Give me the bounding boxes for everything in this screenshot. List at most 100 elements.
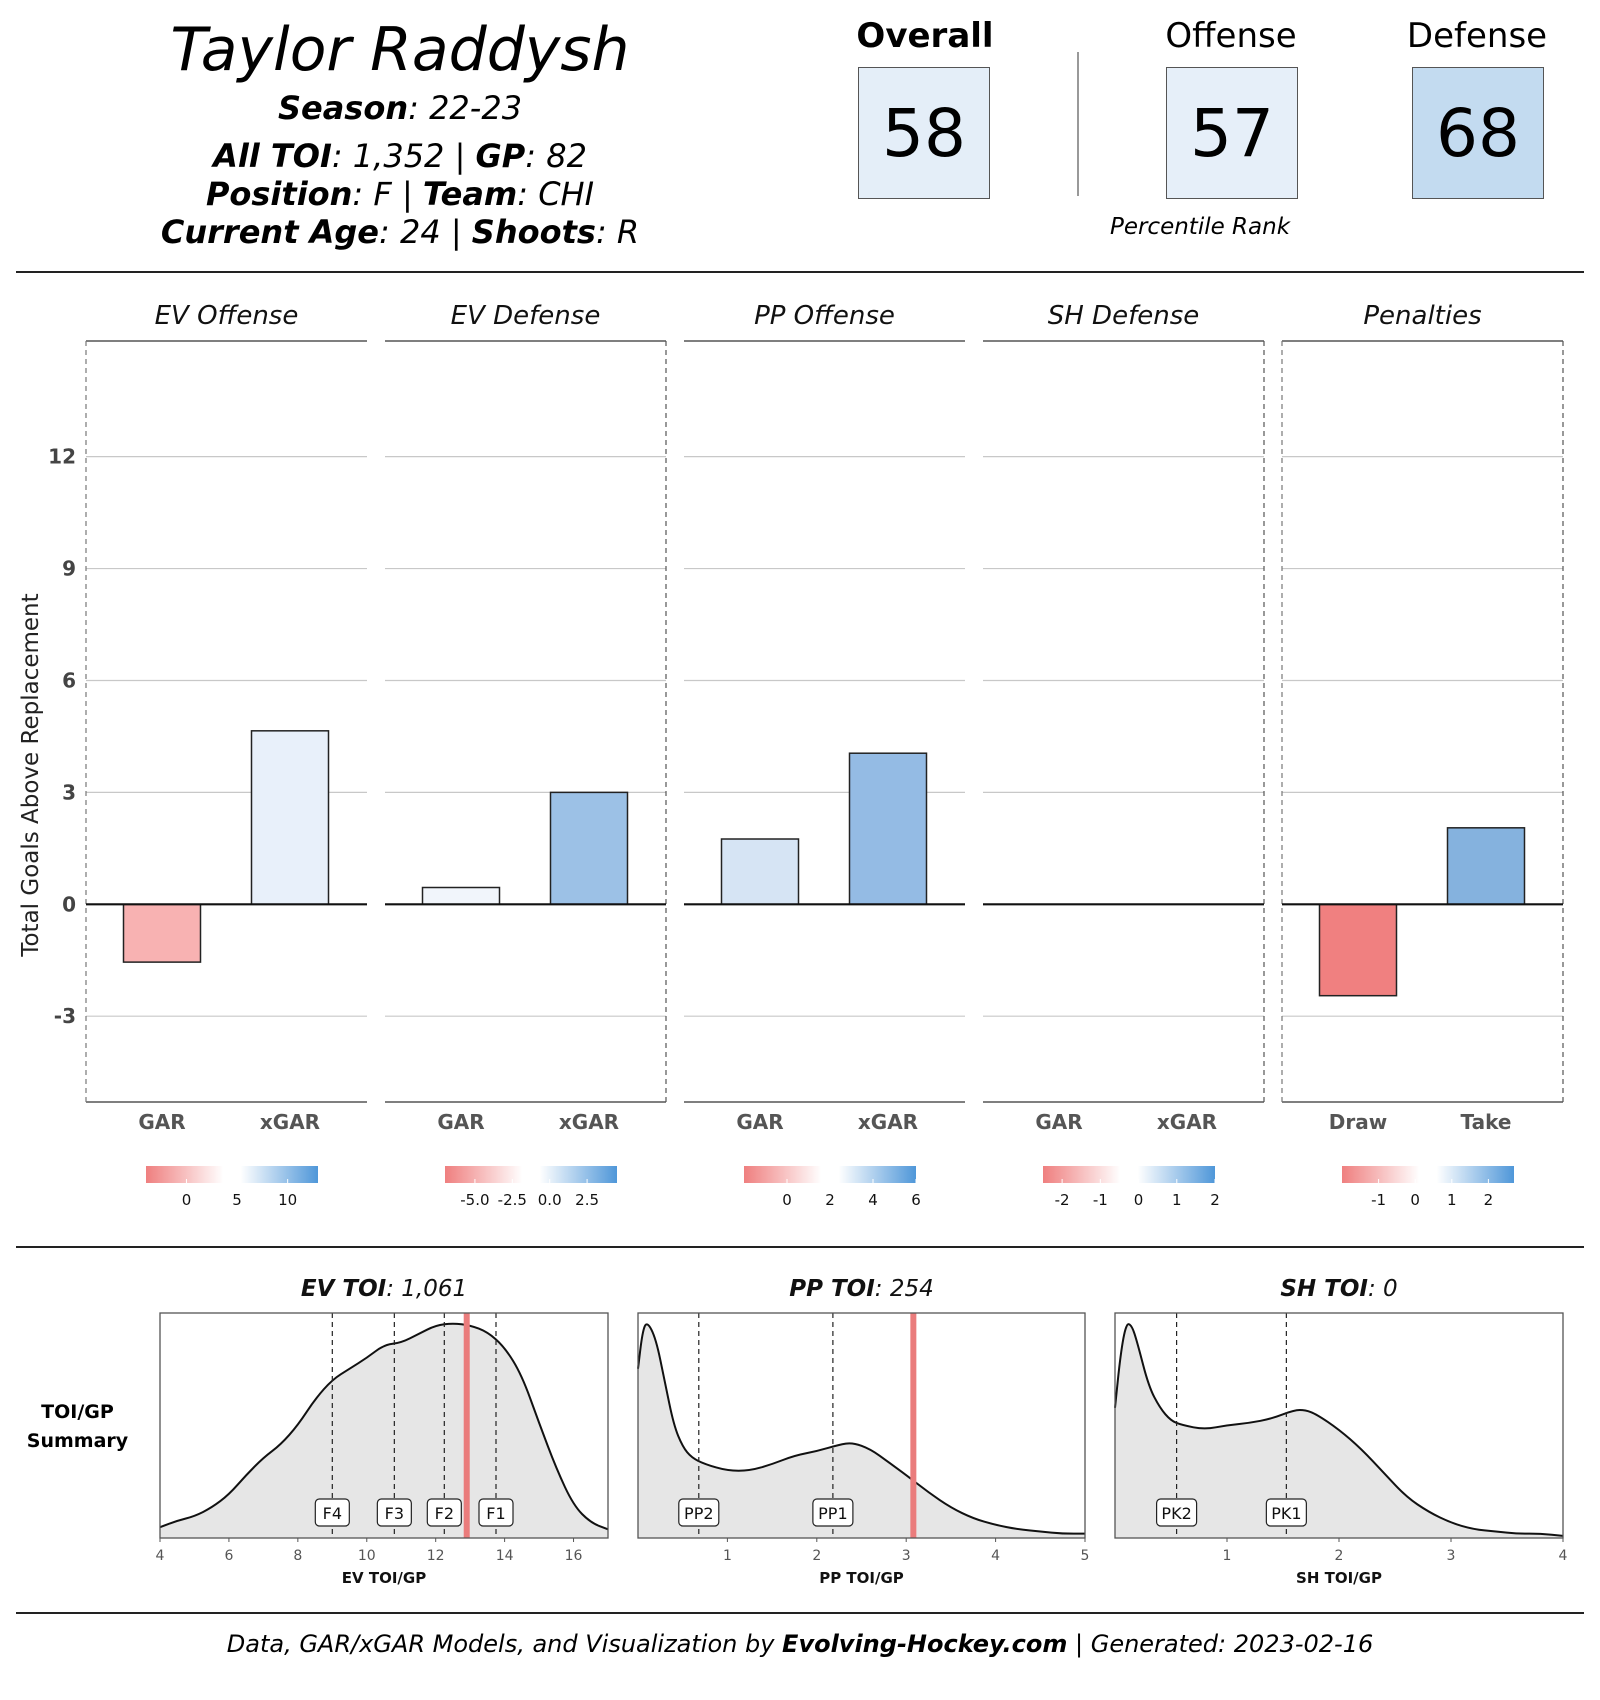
panel-ev-defense: EV Defense GAR xGAR -5.0 -2.5 0.0 2.5 xyxy=(385,301,667,1209)
x-tick-label: 1 xyxy=(1223,1548,1232,1564)
position-value: F xyxy=(373,175,392,213)
x-tick-label: 3 xyxy=(902,1548,911,1564)
bar-gar xyxy=(421,886,501,906)
label-box-f4 xyxy=(314,1498,350,1527)
toi-gp-line: All TOI: 1,352 | GP: 82 xyxy=(213,137,587,175)
legend-tick-label: 0 xyxy=(1134,1191,1144,1209)
age-value: 24 xyxy=(399,213,441,251)
panel-penalties: Penalties Draw Take -1 0 1 2 xyxy=(1281,301,1564,1209)
toi-panel-frame xyxy=(159,1312,609,1539)
toi-panel-ev-toi: EV TOI: 1,061 F4 F3 F2 F1 4 6 8 10 12 14 16 EV TOI/G… xyxy=(156,1276,609,1587)
y-axis-label: Total Goals Above Replacement xyxy=(18,593,44,957)
bar-gar xyxy=(720,838,800,906)
x-tick-label: 6 xyxy=(224,1548,233,1564)
offense-title: Offense xyxy=(1165,16,1297,56)
offense-rank-box: 57 xyxy=(1166,67,1298,199)
x-tick-label: 2 xyxy=(1335,1548,1344,1564)
x-axis-label: EV TOI/GP xyxy=(342,1569,426,1587)
gp-label: GP xyxy=(475,137,526,175)
label-f3: F3 xyxy=(385,1504,404,1523)
x-tick-label: 8 xyxy=(293,1548,302,1564)
footer-divider xyxy=(16,1612,1584,1614)
legend-tick-label: 2.5 xyxy=(575,1191,599,1209)
y-axis-ticks: -3 0 3 6 9 12 xyxy=(48,445,76,1029)
legend-colorbar xyxy=(744,1166,916,1183)
legend-colorbar xyxy=(445,1166,617,1183)
toi-title-label: PP TOI xyxy=(789,1276,875,1302)
legend-tick-label: -2.5 xyxy=(498,1191,527,1209)
footer-credit: Data, GAR/xGAR Models, and Visualization… xyxy=(0,1630,1600,1658)
x-tick-label: 10 xyxy=(358,1548,376,1564)
panel-ev-offense: EV Offense GAR xGAR 0 5 10 xyxy=(85,301,367,1209)
x-tick-label: 1 xyxy=(723,1548,732,1564)
x-tick-gar: GAR xyxy=(437,1110,484,1134)
mid-divider xyxy=(16,1246,1584,1248)
toi-title-label: SH TOI xyxy=(1280,1276,1368,1302)
all-toi-value: 1,352 xyxy=(352,137,445,175)
label-box-f1 xyxy=(478,1498,514,1527)
toi-panel-title: PP TOI: 254 xyxy=(789,1276,934,1302)
toi-summary-label: TOI/GP Summary xyxy=(10,1398,145,1456)
label-box-pk1 xyxy=(1265,1498,1307,1527)
gp-value: 82 xyxy=(546,137,587,175)
toi-summary-line-1: TOI/GP xyxy=(41,1401,114,1423)
team-label: Team xyxy=(422,175,518,213)
legend-tick-label: 2 xyxy=(825,1191,835,1209)
density-fill xyxy=(638,1324,1085,1538)
label-pp2: PP2 xyxy=(684,1504,713,1523)
legend-tick-label: -1 xyxy=(1093,1191,1108,1209)
season-line: Season: 22-23 xyxy=(277,89,523,127)
defense-rank-box: 68 xyxy=(1412,67,1544,199)
age-label: Current Age xyxy=(160,213,379,251)
overall-rank-box: 58 xyxy=(858,67,990,199)
x-tick-label: 4 xyxy=(156,1548,165,1564)
legend-colorbar xyxy=(1043,1166,1215,1183)
legend-tick-label: 0 xyxy=(1410,1191,1420,1209)
legend-tick-label: -5.0 xyxy=(460,1191,489,1209)
rank-divider xyxy=(1077,52,1079,196)
x-tick-gar: GAR xyxy=(138,1110,185,1134)
toi-title-value: : 0 xyxy=(1368,1276,1398,1302)
x-tick-label: 2 xyxy=(812,1548,821,1564)
footer-brand-link[interactable]: Evolving-Hockey.com xyxy=(782,1630,1068,1658)
bar-draw xyxy=(1318,903,1398,997)
legend-tick-label: 0.0 xyxy=(538,1191,562,1209)
y-tick-label: 12 xyxy=(48,445,76,469)
bar-xgar xyxy=(250,730,330,906)
footer-suffix: | Generated: 2023-02-16 xyxy=(1067,1630,1374,1658)
legend-tick-label: 2 xyxy=(1210,1191,1220,1209)
label-box-f3 xyxy=(376,1498,412,1527)
y-tick-label: 9 xyxy=(62,557,76,581)
x-tick-take: Take xyxy=(1461,1110,1512,1134)
x-tick-gar: GAR xyxy=(1035,1110,1082,1134)
toi-title-value: : 1,061 xyxy=(386,1276,467,1302)
panel-title: EV Defense xyxy=(451,301,601,331)
label-box-pk2 xyxy=(1155,1498,1198,1527)
legend-colorbar xyxy=(146,1166,318,1183)
overall-title: Overall xyxy=(856,16,994,56)
panel-title: EV Offense xyxy=(155,301,299,331)
label-box-pp2 xyxy=(678,1498,720,1527)
toi-panel-title: SH TOI: 0 xyxy=(1280,1276,1397,1302)
legend-tick-label: 5 xyxy=(232,1191,242,1209)
team-value: CHI xyxy=(538,175,595,213)
bar-xgar xyxy=(549,791,629,906)
defense-title: Defense xyxy=(1406,16,1548,56)
season-label: Season xyxy=(277,89,409,127)
label-pp1: PP1 xyxy=(818,1504,847,1523)
y-tick-label: -3 xyxy=(54,1004,76,1028)
panel-title: PP Offense xyxy=(754,301,895,331)
x-tick-draw: Draw xyxy=(1329,1110,1387,1134)
label-pk2: PK2 xyxy=(1161,1504,1191,1523)
panel-title: Penalties xyxy=(1363,301,1481,331)
toi-panel-pp-toi: PP TOI: 254 PP2 PP1 1 2 3 4 5 PP TOI/GP xyxy=(637,1276,1089,1587)
age-shoots-line: Current Age: 24 | Shoots: R xyxy=(160,213,640,251)
legend-tick-label: 10 xyxy=(278,1191,297,1209)
legend-tick-label: 0 xyxy=(182,1191,192,1209)
legend-tick-label: 2 xyxy=(1484,1191,1494,1209)
density-curve xyxy=(1114,1323,1564,1537)
legend-tick-label: -1 xyxy=(1371,1191,1386,1209)
percentile-rank-caption: Percentile Rank xyxy=(1109,214,1291,240)
